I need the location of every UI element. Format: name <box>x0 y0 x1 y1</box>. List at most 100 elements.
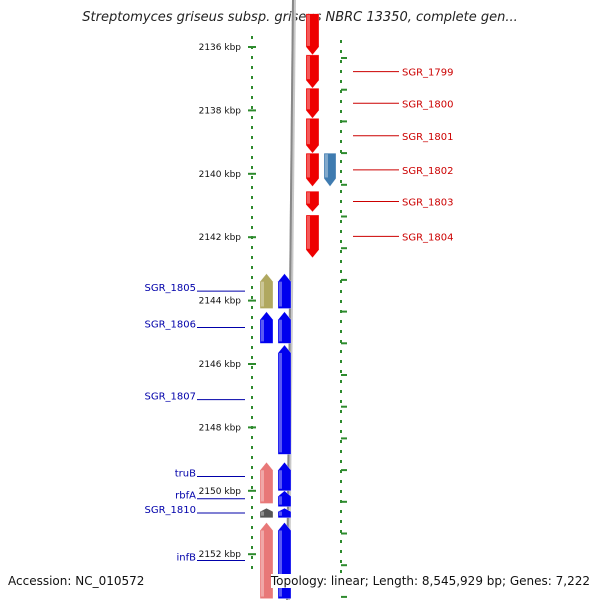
guide-dot <box>340 250 342 253</box>
gene-label[interactable]: SGR_1800 <box>402 99 454 110</box>
guide-dot <box>340 530 342 533</box>
guide-tick <box>341 278 347 281</box>
gene-highlight <box>279 496 282 505</box>
gene-labels: SGR_1799 SGR_1800 SGR_1801 SGR_1802 SGR_1803… <box>145 68 454 564</box>
gene-arrow[interactable] <box>305 87 320 119</box>
gene-label[interactable]: infB <box>177 553 197 564</box>
gene-label[interactable]: SGR_1802 <box>402 166 454 177</box>
guide-dot <box>340 220 342 223</box>
guide-dot <box>340 340 342 343</box>
gene-arrow[interactable] <box>305 190 320 213</box>
topology-text: Topology: linear; Length: 8,545,929 bp; … <box>270 574 590 588</box>
gene-label[interactable]: SGR_1804 <box>402 232 454 243</box>
gene-arrow[interactable] <box>259 522 274 599</box>
ruler-dot <box>251 36 253 39</box>
ruler-dot <box>251 316 253 319</box>
guide-dot <box>340 170 342 173</box>
gene-label[interactable]: SGR_1806 <box>145 320 197 331</box>
guide-dot <box>340 70 342 73</box>
gene-highlight <box>307 55 310 80</box>
ruler-tick <box>248 109 256 112</box>
ruler-dot <box>251 466 253 469</box>
ruler-dot <box>251 366 253 369</box>
ruler-tick-label: 2140 kbp <box>199 170 242 180</box>
guide-dot <box>340 240 342 243</box>
gene-label[interactable]: rbfA <box>175 491 196 502</box>
guide-dot <box>340 270 342 273</box>
gene-arrow[interactable] <box>259 273 274 309</box>
ruler-tick-label: 2152 kbp <box>199 550 242 560</box>
gene-arrow[interactable] <box>277 507 292 518</box>
ruler-dot <box>251 196 253 199</box>
gene-label[interactable]: SGR_1799 <box>402 68 454 79</box>
ruler-tick-label: 2146 kbp <box>199 360 242 370</box>
ruler-dot <box>251 356 253 359</box>
guide-tick <box>341 374 347 376</box>
guide-tick <box>341 120 347 123</box>
guide-dot <box>340 520 342 523</box>
ruler-dot <box>251 416 253 419</box>
gene-arrow[interactable] <box>277 311 292 344</box>
ruler-tick <box>248 172 256 175</box>
ruler-dot <box>251 536 253 539</box>
gene-highlight <box>261 511 264 516</box>
gene-arrow[interactable] <box>259 507 274 518</box>
guide-dot <box>340 440 342 443</box>
gene-arrow[interactable] <box>323 152 337 187</box>
guide-dot <box>340 330 342 333</box>
gene-arrow[interactable] <box>277 344 292 455</box>
gene-highlight <box>307 192 310 204</box>
ruler-dot <box>251 126 253 129</box>
gene-label[interactable]: truB <box>175 469 196 480</box>
gene-arrow[interactable] <box>305 54 320 89</box>
ruler-dot <box>251 306 253 309</box>
guide-dot <box>340 510 342 513</box>
gene-track[interactable] <box>259 13 337 599</box>
guide-dot <box>340 550 342 553</box>
gene-arrow[interactable] <box>277 490 292 507</box>
ruler-dot <box>251 76 253 79</box>
ruler-tick <box>248 426 256 429</box>
gene-arrow[interactable] <box>277 273 292 309</box>
guide-dot <box>340 210 342 213</box>
ruler-tick-label: 2142 kbp <box>199 233 242 243</box>
gene-highlight <box>279 530 282 597</box>
gene-highlight <box>279 470 282 489</box>
gene-label[interactable]: SGR_1803 <box>402 198 454 209</box>
gene-label[interactable]: SGR_1805 <box>145 283 197 294</box>
ruler-dot <box>251 406 253 409</box>
gene-label[interactable]: SGR_1801 <box>402 132 454 143</box>
ruler-dot <box>251 556 253 559</box>
ruler-dot <box>251 146 253 149</box>
ruler-dot <box>251 336 253 339</box>
guide-dot <box>340 110 342 113</box>
gene-arrow[interactable] <box>305 214 320 259</box>
ruler-tick <box>248 46 256 48</box>
ruler-dot <box>251 296 253 299</box>
guide-tick <box>341 500 347 503</box>
guide-tick <box>341 183 347 186</box>
guide-tick <box>341 469 347 472</box>
guide-dot <box>340 430 342 433</box>
ruler-tick <box>248 299 256 302</box>
gene-arrow[interactable] <box>277 461 292 492</box>
ruler-tick <box>248 363 256 365</box>
ruler-dot <box>251 476 253 479</box>
guide-dot <box>340 560 342 563</box>
gene-highlight <box>261 319 264 342</box>
ruler: 2136 kbp 2138 kbp 2140 kbp 2142 kbp 2144 kbp… <box>199 36 347 598</box>
gene-arrow[interactable] <box>305 13 320 56</box>
gene-arrow[interactable] <box>305 118 320 154</box>
ruler-dot <box>251 186 253 189</box>
ruler-tick-label: 2138 kbp <box>199 106 242 116</box>
gene-arrow[interactable] <box>305 152 320 187</box>
gene-highlight <box>307 14 310 46</box>
gene-label[interactable]: SGR_1810 <box>145 505 197 516</box>
gene-arrow[interactable] <box>259 461 274 504</box>
ruler-dot <box>251 486 253 489</box>
guide-dot <box>340 300 342 303</box>
gene-label[interactable]: SGR_1807 <box>145 392 197 403</box>
guide-dot <box>340 130 342 133</box>
gene-arrow[interactable] <box>259 311 274 344</box>
